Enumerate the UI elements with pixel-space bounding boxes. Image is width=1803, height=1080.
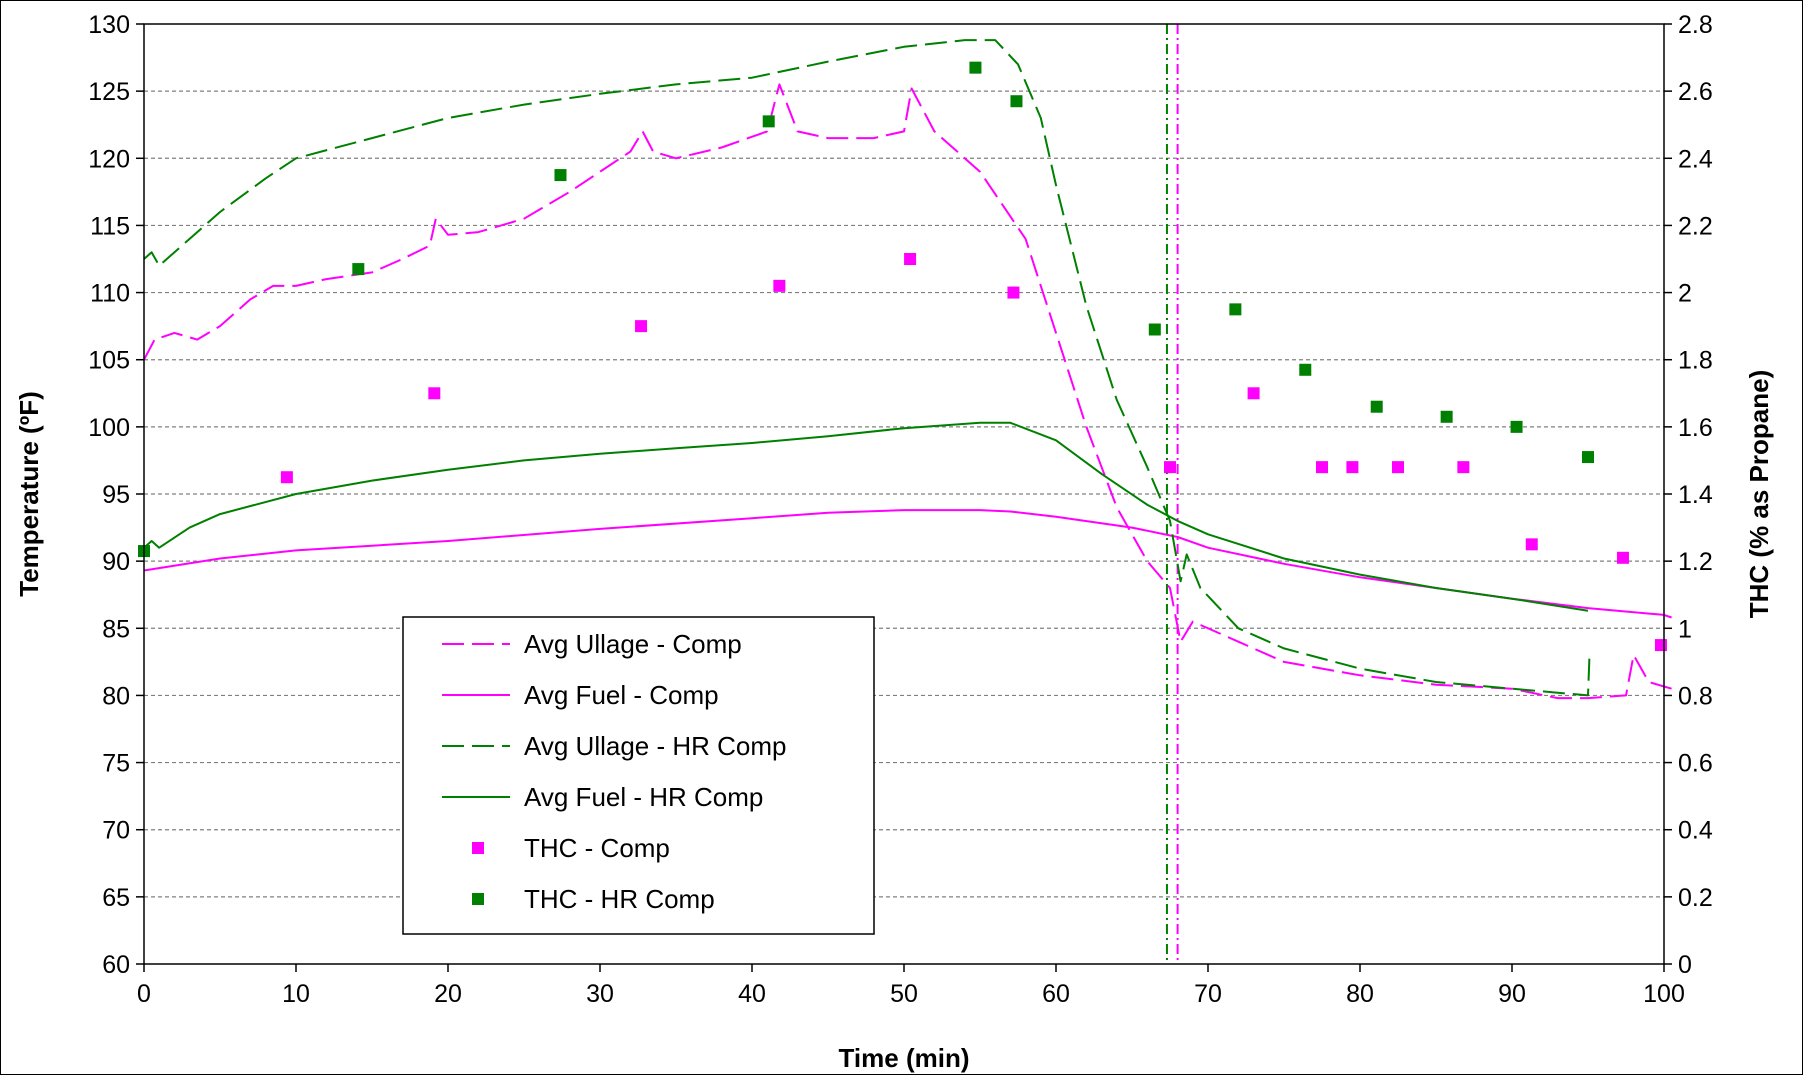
legend-marker (472, 893, 484, 905)
legend-label: Avg Fuel - HR Comp (524, 782, 763, 812)
y2-tick-label: 0 (1678, 951, 1692, 979)
thc-marker (1525, 538, 1538, 551)
thc-marker (1007, 286, 1020, 299)
legend-label: Avg Ullage - HR Comp (524, 731, 787, 761)
thc-marker (762, 115, 775, 128)
y-tick-label: 115 (90, 212, 130, 240)
legend-label: THC - HR Comp (524, 884, 715, 914)
y-tick-label: 80 (102, 682, 130, 710)
thc-marker (773, 279, 786, 292)
thc-marker (904, 253, 917, 265)
axis-layer: 606570758085909510010511011512012513000.… (88, 11, 1713, 1008)
legend-items: Avg Ullage - Comp Avg Fuel - Comp Avg Ulla… (442, 629, 787, 914)
y-tick-label: 85 (102, 615, 130, 643)
y2-tick-label: 2 (1678, 280, 1692, 308)
x-tick-label: 60 (1042, 980, 1070, 1008)
y2-tick-label: 1.6 (1678, 414, 1713, 442)
y-tick-label: 120 (88, 145, 130, 173)
thc-marker (969, 61, 982, 74)
x-tick-label: 40 (738, 980, 766, 1008)
x-tick-label: 80 (1346, 980, 1374, 1008)
x-tick-label: 0 (137, 980, 151, 1008)
legend-label: Avg Ullage - Comp (524, 629, 742, 659)
legend-marker (472, 842, 484, 854)
y2-tick-label: 2.2 (1678, 212, 1713, 240)
y-tick-label: 110 (90, 280, 130, 308)
y-tick-label: 90 (102, 548, 130, 576)
x-tick-label: 50 (890, 980, 918, 1008)
y-tick-label: 60 (102, 951, 130, 979)
y2-tick-label: 2.4 (1678, 145, 1713, 173)
legend: Avg Ullage - Comp Avg Fuel - Comp Avg Ulla… (402, 616, 875, 935)
series-line (143, 39, 1591, 697)
thc-marker (1010, 95, 1023, 108)
y-tick-label: 75 (102, 750, 130, 778)
y2-tick-label: 2.8 (1678, 11, 1713, 39)
y2-tick-label: 0.4 (1678, 817, 1713, 845)
thc-marker (1299, 363, 1312, 376)
thc-marker (1457, 461, 1470, 474)
y-tick-label: 70 (102, 817, 130, 845)
series-layer (143, 39, 1672, 700)
y2-tick-label: 0.2 (1678, 884, 1713, 912)
y-tick-label: 65 (102, 884, 130, 912)
thc-marker (1616, 551, 1629, 564)
y2-tick-label: 1.2 (1678, 548, 1713, 576)
series-line (143, 83, 1672, 700)
thc-marker (280, 471, 293, 484)
thc-marker (1316, 461, 1328, 474)
thc-marker (1164, 461, 1176, 474)
thc-marker (1440, 410, 1453, 423)
thc-marker (1582, 451, 1594, 464)
y-axis-title: Temperature (ºF) (14, 391, 44, 597)
thc-marker (1346, 461, 1359, 474)
y2-tick-label: 1 (1678, 615, 1692, 643)
legend-box (402, 616, 875, 935)
y-tick-label: 130 (88, 11, 130, 39)
x-tick-label: 100 (1643, 980, 1685, 1008)
y2-tick-label: 1.4 (1678, 481, 1713, 509)
thc-marker (1148, 323, 1161, 336)
y-tick-label: 125 (88, 78, 130, 106)
thc-marker (1392, 461, 1404, 474)
legend-label: Avg Fuel - Comp (524, 680, 719, 710)
y-tick-label: 95 (102, 481, 130, 509)
vertical-lines-layer (1165, 24, 1179, 964)
thc-marker (428, 387, 441, 400)
thc-marker (1654, 639, 1667, 652)
x-tick-label: 30 (586, 980, 614, 1008)
x-tick-label: 90 (1498, 980, 1526, 1008)
thc-marker (1247, 387, 1260, 400)
thc-marker (1229, 303, 1242, 316)
x-axis-title: Time (min) (839, 1043, 970, 1073)
y2-tick-label: 0.6 (1678, 750, 1713, 778)
thc-marker (635, 320, 648, 333)
y2-tick-label: 1.8 (1678, 347, 1713, 375)
y-tick-label: 100 (88, 414, 130, 442)
y-tick-label: 105 (88, 347, 130, 375)
thc-marker (1510, 420, 1523, 433)
y2-tick-label: 2.6 (1678, 78, 1713, 106)
x-tick-label: 10 (282, 980, 310, 1008)
legend-label: THC - Comp (524, 833, 670, 863)
y2-axis-title: THC (% as Propane) (1744, 370, 1774, 619)
thc-marker (554, 169, 567, 182)
y2-tick-label: 0.8 (1678, 682, 1713, 710)
thc-marker (352, 263, 365, 276)
grid-layer (144, 90, 1664, 898)
series-line (143, 421, 1589, 612)
x-tick-label: 70 (1194, 980, 1222, 1008)
x-tick-label: 20 (434, 980, 462, 1008)
thc-marker (1370, 400, 1383, 413)
